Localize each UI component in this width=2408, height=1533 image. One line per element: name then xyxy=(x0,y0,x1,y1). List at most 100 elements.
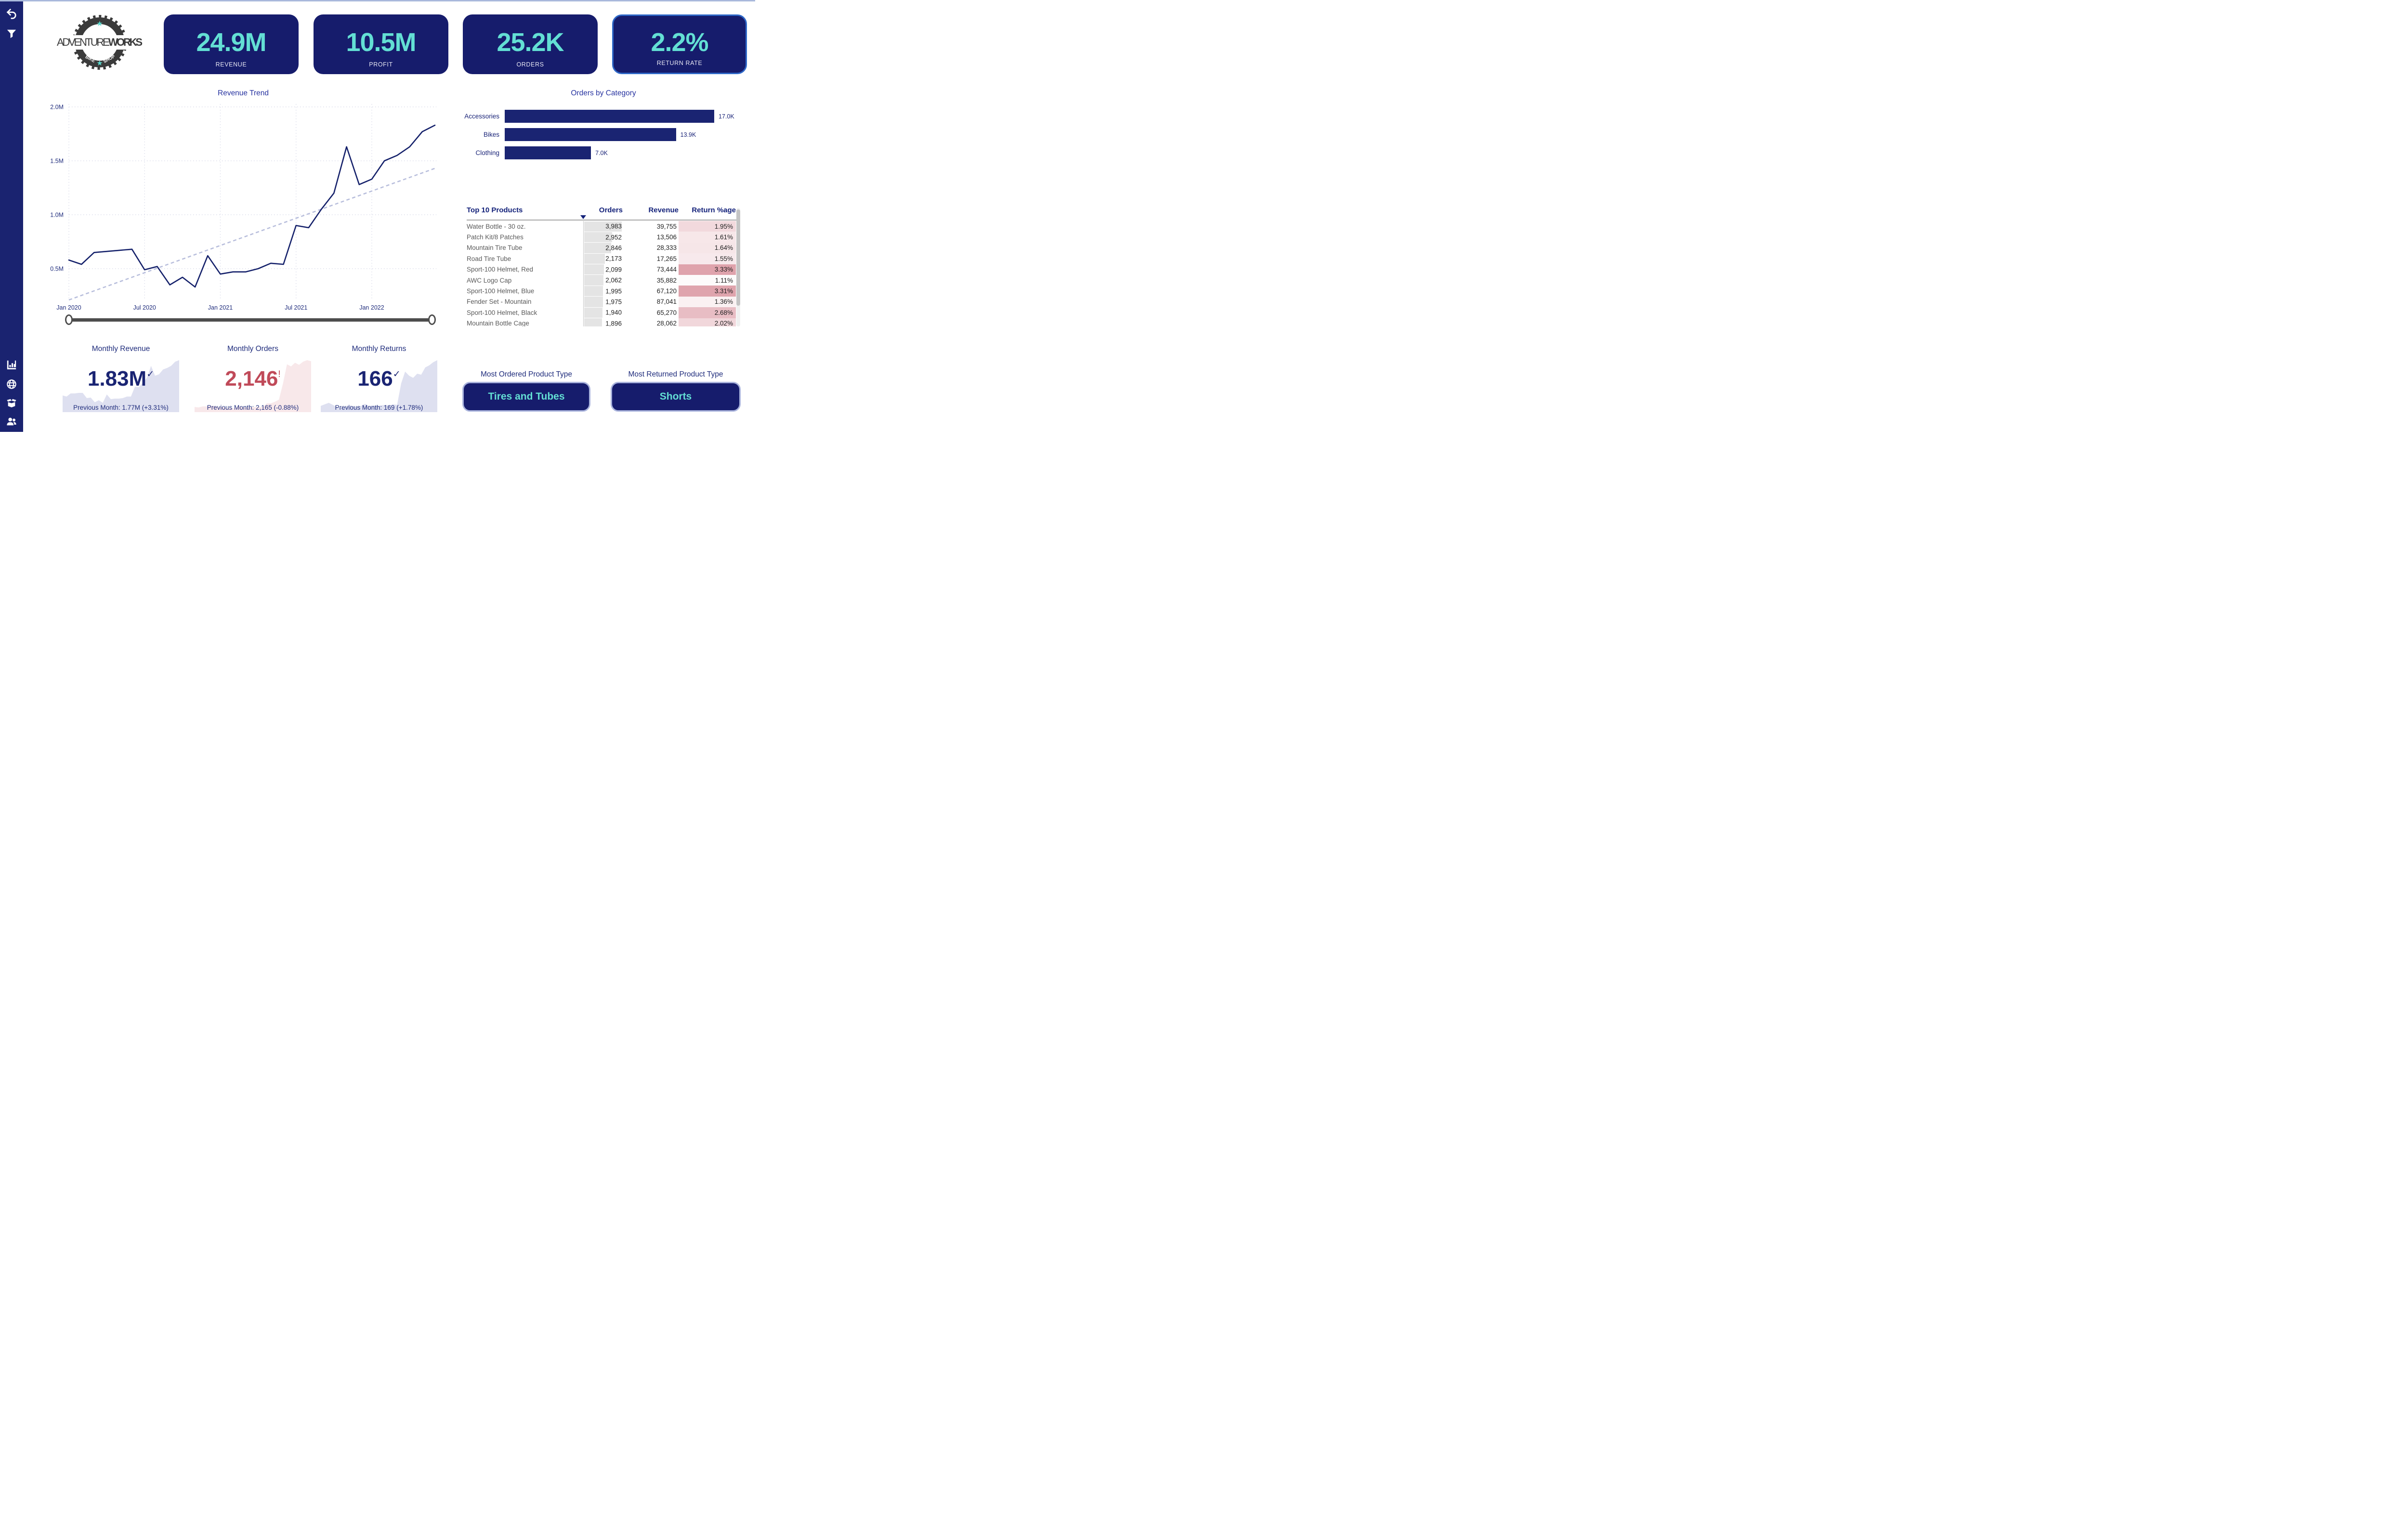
table-header-return[interactable]: Return %age xyxy=(692,206,736,214)
y-axis-tick: 2.0M xyxy=(50,104,64,111)
kpi-value: 10.5M xyxy=(346,28,416,57)
return-cell: 1.11% xyxy=(679,274,736,286)
category-bar[interactable] xyxy=(505,110,714,123)
filter-icon[interactable] xyxy=(6,28,17,39)
table-column-divider xyxy=(583,221,584,326)
return-cell: 3.33% xyxy=(679,264,736,275)
x-axis-tick: Jul 2020 xyxy=(133,304,156,311)
return-cell: 1.64% xyxy=(679,242,736,254)
table-header-orders[interactable]: Orders xyxy=(599,206,623,214)
table-scrollbar-thumb[interactable] xyxy=(736,209,740,306)
date-range-slider-track[interactable] xyxy=(69,318,432,322)
orders-by-category-chart: Accessories 17.0K Bikes 13.9K Clothing 7.0K xyxy=(462,110,746,165)
previous-month-text: Previous Month: 169 (+1.78%) xyxy=(335,404,423,411)
product-cell: AWC Logo Cap xyxy=(467,276,512,284)
revenue-cell: 17,265 xyxy=(656,255,677,262)
most-ordered-card[interactable]: Tires and Tubes xyxy=(462,382,590,412)
bar-chart-icon[interactable] xyxy=(6,360,17,370)
table-row[interactable]: AWC Logo Cap 2,062 35,882 1.11% xyxy=(467,274,736,286)
people-icon[interactable] xyxy=(6,416,17,427)
category-row: Clothing 7.0K xyxy=(462,146,746,159)
revenue-cell: 35,882 xyxy=(656,276,677,284)
return-cell: 1.61% xyxy=(679,232,736,243)
orders-databar xyxy=(584,286,603,297)
monthly-orders-card[interactable]: 2,146! Previous Month: 2,165 (-0.88%) xyxy=(195,356,311,412)
return-cell: 1.55% xyxy=(679,253,736,264)
orders-cell: 2,062 xyxy=(583,275,623,286)
kpi-card-revenue[interactable]: 24.9M REVENUE xyxy=(164,14,299,74)
return-cell: 2.68% xyxy=(679,307,736,318)
category-bar[interactable] xyxy=(505,128,676,141)
category-value: 17.0K xyxy=(719,113,734,120)
sparkline-area xyxy=(321,360,437,412)
category-label: Bikes xyxy=(483,131,499,138)
previous-month-text: Previous Month: 2,165 (-0.88%) xyxy=(207,404,299,411)
orders-by-category-title: Orders by Category xyxy=(571,89,636,97)
orders-databar xyxy=(584,243,611,253)
product-cell: Patch Kit/8 Patches xyxy=(467,234,523,241)
product-cell: Mountain Tire Tube xyxy=(467,244,523,252)
alert-icon: ! xyxy=(278,369,281,379)
orders-databar xyxy=(584,232,612,243)
previous-month-text: Previous Month: 1.77M (+3.31%) xyxy=(73,404,169,411)
kpi-label: ORDERS xyxy=(516,61,544,68)
monthly-orders-title: Monthly Orders xyxy=(227,345,278,353)
orders-databar xyxy=(584,253,605,264)
most-ordered-title: Most Ordered Product Type xyxy=(480,370,573,378)
table-row[interactable]: Sport-100 Helmet, Blue 1,995 67,120 3.31% xyxy=(467,286,736,297)
table-row[interactable]: Sport-100 Helmet, Red 2,099 73,444 3.33% xyxy=(467,264,736,275)
revenue-cell: 73,444 xyxy=(656,266,677,273)
most-returned-value: Shorts xyxy=(659,391,692,402)
globe-icon[interactable] xyxy=(6,379,17,390)
return-cell: 1.36% xyxy=(679,296,736,308)
table-row[interactable]: Mountain Bottle Cage 1,896 28,062 2.02% xyxy=(467,318,736,326)
orders-databar xyxy=(584,318,602,326)
orders-cell: 1,995 xyxy=(583,286,623,297)
monthly-value: 2,146! xyxy=(225,367,281,390)
table-row[interactable]: Sport-100 Helmet, Black 1,940 65,270 2.68% xyxy=(467,307,736,318)
category-row: Accessories 17.0K xyxy=(462,110,746,123)
table-row[interactable]: Road Tire Tube 2,173 17,265 1.55% xyxy=(467,253,736,264)
check-icon: ✓ xyxy=(146,369,155,379)
orders-databar xyxy=(584,264,604,275)
table-row[interactable]: Patch Kit/8 Patches 2,952 13,506 1.61% xyxy=(467,232,736,243)
table-row[interactable]: Fender Set - Mountain 1,975 87,041 1.36% xyxy=(467,296,736,308)
table-row[interactable]: Mountain Tire Tube 2,846 28,333 1.64% xyxy=(467,242,736,254)
monthly-returns-title: Monthly Returns xyxy=(352,345,406,353)
monthly-returns-card[interactable]: 166✓ Previous Month: 169 (+1.78%) xyxy=(321,356,437,412)
kpi-card-profit[interactable]: 10.5M PROFIT xyxy=(314,14,448,74)
sort-descending-icon[interactable] xyxy=(580,215,586,219)
category-row: Bikes 13.9K xyxy=(462,128,746,141)
revenue-cell: 65,270 xyxy=(656,309,677,316)
date-range-slider-handle-end[interactable] xyxy=(428,314,436,325)
date-range-slider-handle-start[interactable] xyxy=(65,314,73,325)
most-returned-title: Most Returned Product Type xyxy=(628,370,723,378)
orders-cell: 2,099 xyxy=(583,264,623,275)
revenue-trend-title: Revenue Trend xyxy=(218,89,269,97)
product-cell: Sport-100 Helmet, Red xyxy=(467,266,534,273)
x-axis-tick: Jan 2020 xyxy=(56,304,81,311)
sparkline-area xyxy=(195,360,311,412)
table-header-revenue[interactable]: Revenue xyxy=(648,206,679,214)
box-icon[interactable] xyxy=(6,398,17,408)
most-ordered-value: Tires and Tubes xyxy=(488,391,565,402)
product-cell: Fender Set - Mountain xyxy=(467,298,532,306)
most-returned-card[interactable]: Shorts xyxy=(611,382,741,412)
kpi-value: 25.2K xyxy=(497,28,564,57)
kpi-label: REVENUE xyxy=(215,61,247,68)
table-header-products[interactable]: Top 10 Products xyxy=(467,206,523,214)
revenue-cell: 28,333 xyxy=(656,244,677,252)
y-axis-tick: 1.0M xyxy=(50,212,64,219)
kpi-value: 24.9M xyxy=(196,28,266,57)
sidebar xyxy=(0,1,23,432)
return-cell: 1.95% xyxy=(679,221,736,232)
kpi-card-return-rate[interactable]: 2.2% RETURN RATE xyxy=(612,14,747,74)
back-icon[interactable] xyxy=(6,9,17,19)
monthly-revenue-card[interactable]: 1.83M✓ Previous Month: 1.77M (+3.31%) xyxy=(63,356,179,412)
table-row[interactable]: Water Bottle - 30 oz. 3,983 39,755 1.95% xyxy=(467,221,736,232)
product-cell: Road Tire Tube xyxy=(467,255,511,262)
kpi-card-orders[interactable]: 25.2K ORDERS xyxy=(463,14,598,74)
category-bar[interactable] xyxy=(505,146,591,159)
revenue-trend-chart: 2.0M 1.5M 1.0M 0.5M Jan 2020 Jul 2020 Jan 2021… xyxy=(50,104,436,311)
orders-cell: 2,846 xyxy=(583,243,623,253)
